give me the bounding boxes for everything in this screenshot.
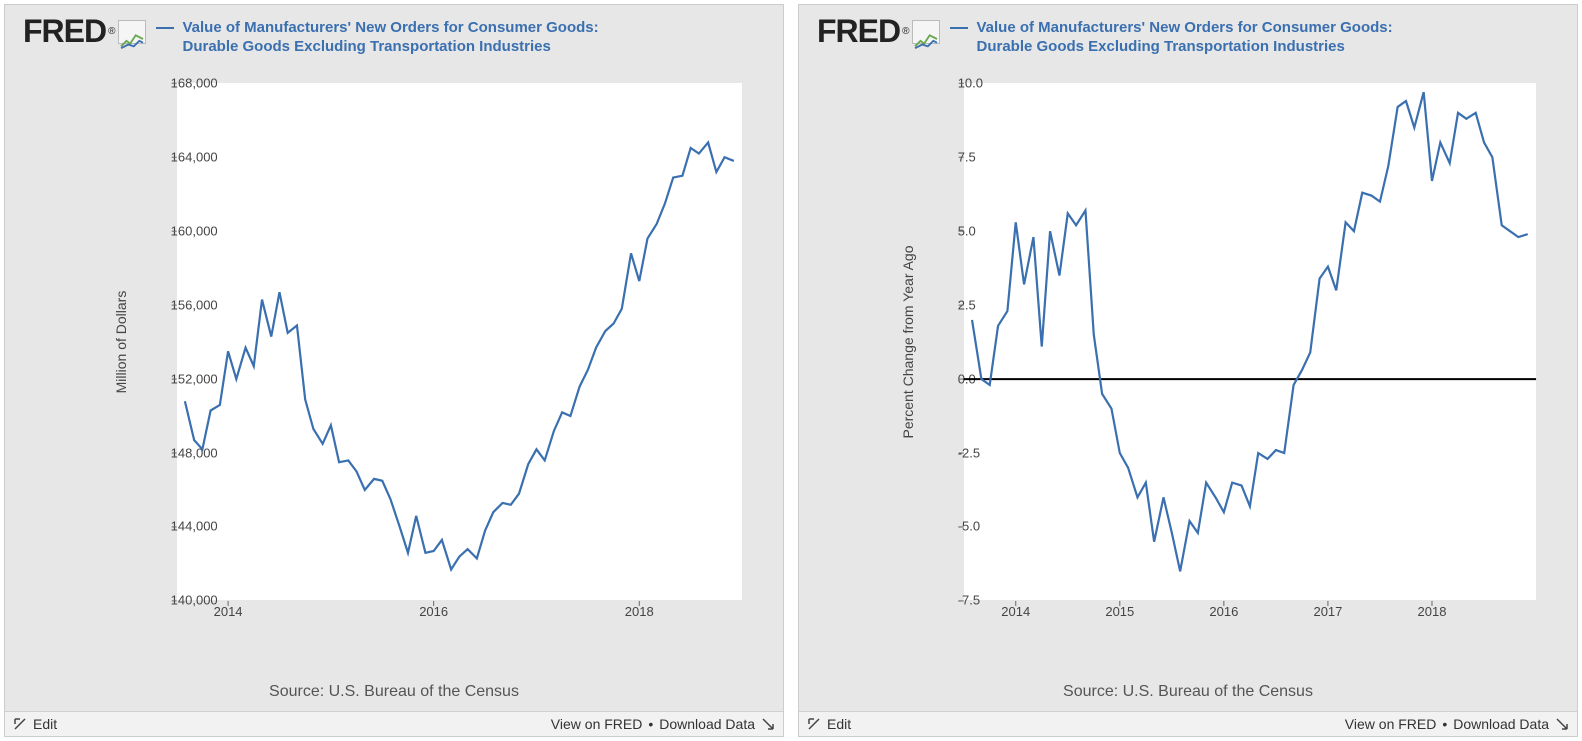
chart-source: Source: U.S. Bureau of the Census [5, 677, 783, 711]
expand-nw-icon[interactable] [807, 717, 821, 731]
fred-logo: FRED® [817, 13, 940, 50]
expand-nw-icon[interactable] [13, 717, 27, 731]
fred-logo-icon [912, 20, 940, 44]
footer-left: Edit [807, 716, 851, 732]
edit-link[interactable]: Edit [827, 716, 851, 732]
registered-mark: ® [902, 26, 908, 37]
legend-series-label: Value of Manufacturers' New Orders for C… [182, 19, 602, 57]
chart-panel-right: FRED® Value of Manufacturers' New Orders… [798, 4, 1578, 737]
download-data-link[interactable]: Download Data [659, 716, 755, 732]
download-data-link[interactable]: Download Data [1453, 716, 1549, 732]
chart-source: Source: U.S. Bureau of the Census [799, 677, 1577, 711]
fred-logo-text: FRED [817, 13, 900, 50]
registered-mark: ® [108, 26, 114, 37]
plot-wrap: Percent Change from Year Ago -7.5-5.0-2.… [799, 61, 1577, 678]
legend-color-swatch [156, 27, 174, 29]
expand-se-icon[interactable] [1555, 717, 1569, 731]
charts-container: FRED® Value of Manufacturers' New Orders… [0, 0, 1582, 741]
chart-header: FRED® Value of Manufacturers' New Orders… [799, 5, 1577, 61]
footer-separator: • [648, 716, 653, 732]
footer-right: View on FRED • Download Data [551, 716, 775, 732]
plot-area[interactable]: Percent Change from Year Ago -7.5-5.0-2.… [859, 65, 1557, 674]
chart-svg [859, 65, 1557, 674]
fred-logo-icon [118, 20, 146, 44]
edit-link[interactable]: Edit [33, 716, 57, 732]
chart-header: FRED® Value of Manufacturers' New Orders… [5, 5, 783, 61]
legend-series-label: Value of Manufacturers' New Orders for C… [976, 19, 1396, 57]
plot-wrap: Million of Dollars 140,000144,000148,000… [5, 61, 783, 678]
data-series-line [185, 142, 734, 569]
expand-se-icon[interactable] [761, 717, 775, 731]
fred-logo: FRED® [23, 13, 146, 50]
footer-left: Edit [13, 716, 57, 732]
chart-panel-left: FRED® Value of Manufacturers' New Orders… [4, 4, 784, 737]
view-on-fred-link[interactable]: View on FRED [551, 716, 643, 732]
data-series-line [972, 92, 1528, 571]
chart-svg [65, 65, 763, 674]
chart-footer: Edit View on FRED • Download Data [799, 711, 1577, 736]
plot-area[interactable]: Million of Dollars 140,000144,000148,000… [65, 65, 763, 674]
footer-separator: • [1442, 716, 1447, 732]
legend-color-swatch [950, 27, 968, 29]
footer-right: View on FRED • Download Data [1345, 716, 1569, 732]
view-on-fred-link[interactable]: View on FRED [1345, 716, 1437, 732]
fred-logo-text: FRED [23, 13, 106, 50]
chart-legend: Value of Manufacturers' New Orders for C… [156, 19, 602, 57]
chart-footer: Edit View on FRED • Download Data [5, 711, 783, 736]
chart-legend: Value of Manufacturers' New Orders for C… [950, 19, 1396, 57]
